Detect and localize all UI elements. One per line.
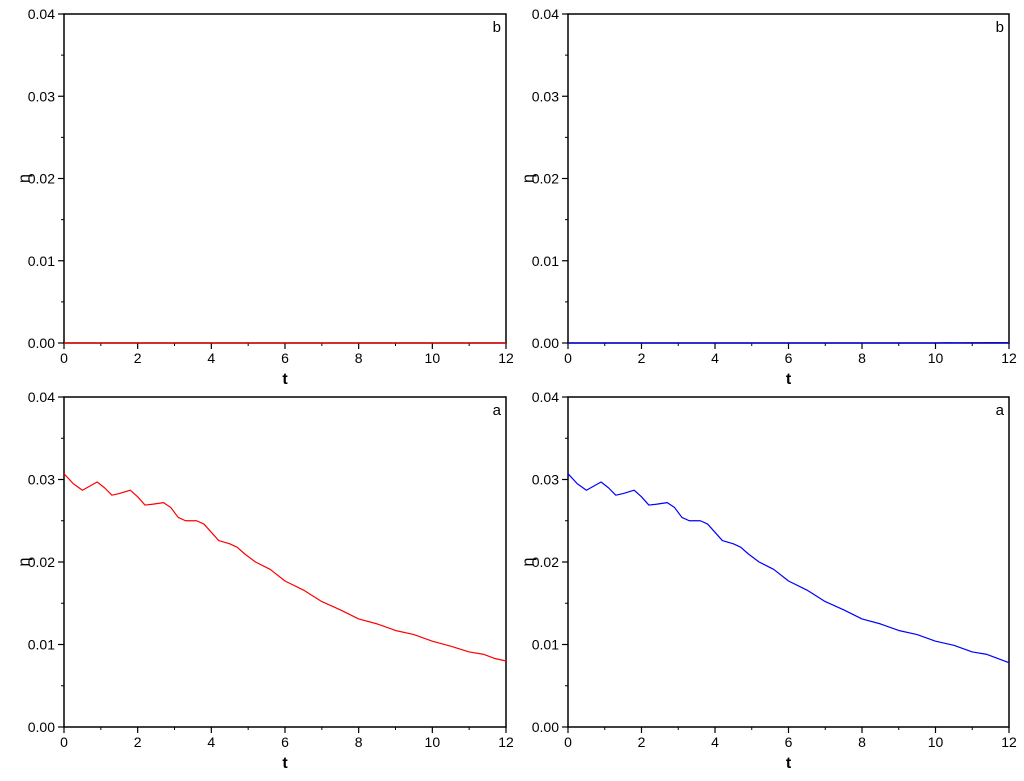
x-tick-label: 6: [785, 350, 793, 366]
x-tick-label: 6: [281, 734, 289, 750]
plot-frame: [567, 396, 1010, 728]
x-tick-label: 4: [207, 734, 215, 750]
y-tick-label: 0.03: [532, 472, 559, 488]
y-tick-label: 0.04: [28, 389, 55, 405]
x-tick-label: 10: [425, 734, 441, 750]
x-tick-label: 0: [564, 734, 572, 750]
x-tick-label: 2: [638, 734, 646, 750]
x-tick-label: 10: [928, 350, 944, 366]
panel-label: a: [996, 402, 1005, 419]
series-line-1: [567, 473, 1010, 664]
x-tick-label: 8: [858, 734, 866, 750]
y-tick-label: 0.04: [532, 389, 559, 405]
x-tick-label: 6: [281, 350, 289, 366]
y-tick-label: 0.01: [532, 637, 559, 653]
x-tick-label: 8: [858, 350, 866, 366]
y-tick-label: 0.00: [532, 719, 559, 735]
y-tick-label: 0.00: [532, 335, 559, 351]
x-tick-label: 10: [928, 734, 944, 750]
x-tick-label: 4: [711, 734, 719, 750]
x-tick-label: 2: [638, 350, 646, 366]
chart-panel-4: 0 2 4 6 8 10 12 0.00 0.01 0.02 0.03 0.04 t η a: [520, 389, 1017, 772]
series-line-1: [63, 473, 507, 662]
y-tick-label: 0.01: [532, 253, 559, 269]
x-axis-title: t: [282, 371, 288, 388]
y-tick-label: 0.02: [532, 171, 559, 187]
y-tick-label: 0.04: [532, 6, 559, 22]
y-tick-label: 0.00: [28, 719, 55, 735]
y-tick-label: 0.02: [28, 554, 55, 570]
x-tick-label: 12: [1001, 350, 1017, 366]
x-tick-label: 8: [355, 350, 363, 366]
y-axis-title: η: [520, 558, 537, 567]
y-tick-label: 0.02: [28, 171, 55, 187]
y-tick-label: 0.01: [28, 637, 55, 653]
y-tick-label: 0.03: [28, 88, 55, 104]
x-axis-title: t: [786, 755, 792, 772]
chart-panel-2: 0 2 4 6 8 10 12 0.00 0.01 0.02 0.03 0.04 t η b: [520, 6, 1017, 388]
x-tick-label: 0: [60, 350, 68, 366]
x-tick-label: 0: [60, 734, 68, 750]
x-tick-label: 8: [355, 734, 363, 750]
x-tick-label: 10: [425, 350, 441, 366]
x-tick-label: 12: [498, 350, 514, 366]
y-tick-label: 0.03: [532, 88, 559, 104]
plot-frame: [567, 13, 1010, 344]
x-tick-label: 0: [564, 350, 572, 366]
y-tick-label: 0.02: [532, 554, 559, 570]
x-tick-label: 4: [207, 350, 215, 366]
x-axis-title: t: [786, 371, 792, 388]
y-tick-label: 0.03: [28, 472, 55, 488]
x-axis-title: t: [282, 755, 288, 772]
panel-label: a: [493, 402, 502, 419]
plot-frame: [63, 13, 507, 344]
x-tick-label: 2: [134, 350, 142, 366]
y-axis-title: η: [520, 174, 537, 183]
x-tick-label: 2: [134, 734, 142, 750]
y-tick-label: 0.00: [28, 335, 55, 351]
y-tick-label: 0.04: [28, 6, 55, 22]
panel-label: b: [493, 19, 501, 36]
x-tick-label: 6: [785, 734, 793, 750]
panel-label: b: [996, 19, 1004, 36]
x-tick-label: 12: [498, 734, 514, 750]
y-tick-label: 0.01: [28, 253, 55, 269]
x-tick-label: 12: [1001, 734, 1017, 750]
y-axis-title: η: [16, 558, 33, 567]
plot-frame: [63, 396, 507, 728]
chart-panel-3: 0 2 4 6 8 10 12 0.00 0.01 0.02 0.03 0.04 t η a: [16, 389, 514, 772]
chart-panel-1: 0 2 4 6 8 10 12 0.00 0.01 0.02 0.03 0.04 t η b: [16, 6, 514, 388]
y-axis-title: η: [16, 174, 33, 183]
x-tick-label: 4: [711, 350, 719, 366]
